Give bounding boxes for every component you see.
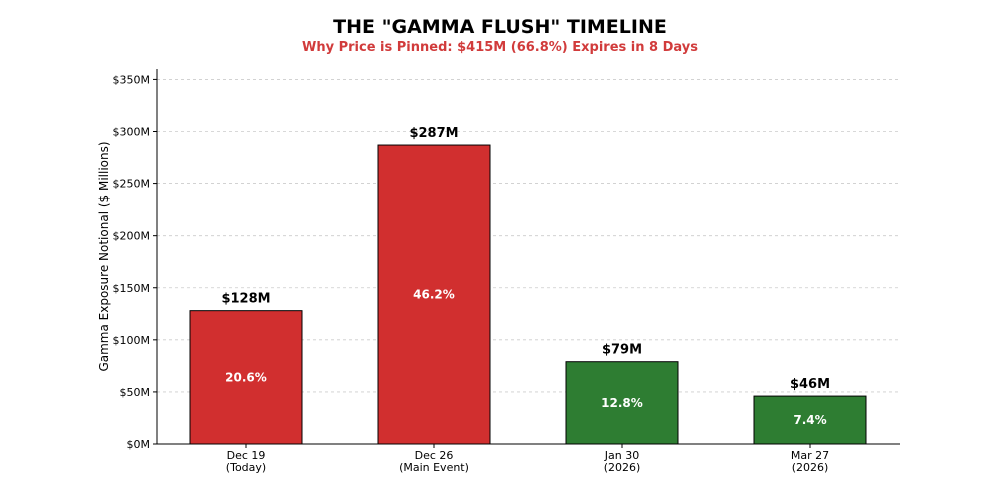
bar-percent-label: 20.6% [225,370,267,384]
x-tick-label: Jan 30 [604,449,639,462]
y-tick-label: $200M [113,230,151,243]
bar-value-label: $287M [409,126,458,141]
x-tick-label: Dec 26 [415,449,454,462]
x-tick-label: Mar 27 [791,449,829,462]
bar-value-label: $79M [602,343,642,358]
bar [377,144,491,445]
y-tick-label: $250M [113,178,151,191]
bar-percent-label: 12.8% [601,396,643,410]
bar-value-label: $128M [221,292,270,307]
x-tick-label: (Main Event) [399,461,469,474]
bar [565,361,679,445]
x-tick-label: (2026) [604,461,641,474]
y-tick-label: $150M [113,282,151,295]
y-axis-label: Gamma Exposure Notional ($ Millions) [97,141,111,371]
chart-title: THE "GAMMA FLUSH" TIMELINE [333,16,667,38]
y-tick-label: $350M [113,73,151,86]
y-tick-label: $300M [113,126,151,139]
x-tick-label: (Today) [226,461,266,474]
bar [189,310,303,445]
y-tick-label: $0M [127,438,151,451]
y-tick-label: $100M [113,334,151,347]
y-tick-label: $50M [120,386,151,399]
x-tick-label: Dec 19 [227,449,266,462]
bar-percent-label: 7.4% [793,413,826,427]
bar-percent-label: 46.2% [413,288,455,302]
chart-subtitle: Why Price is Pinned: $415M (66.8%) Expir… [302,40,698,55]
x-tick-label: (2026) [792,461,829,474]
bar-value-label: $46M [790,377,830,392]
